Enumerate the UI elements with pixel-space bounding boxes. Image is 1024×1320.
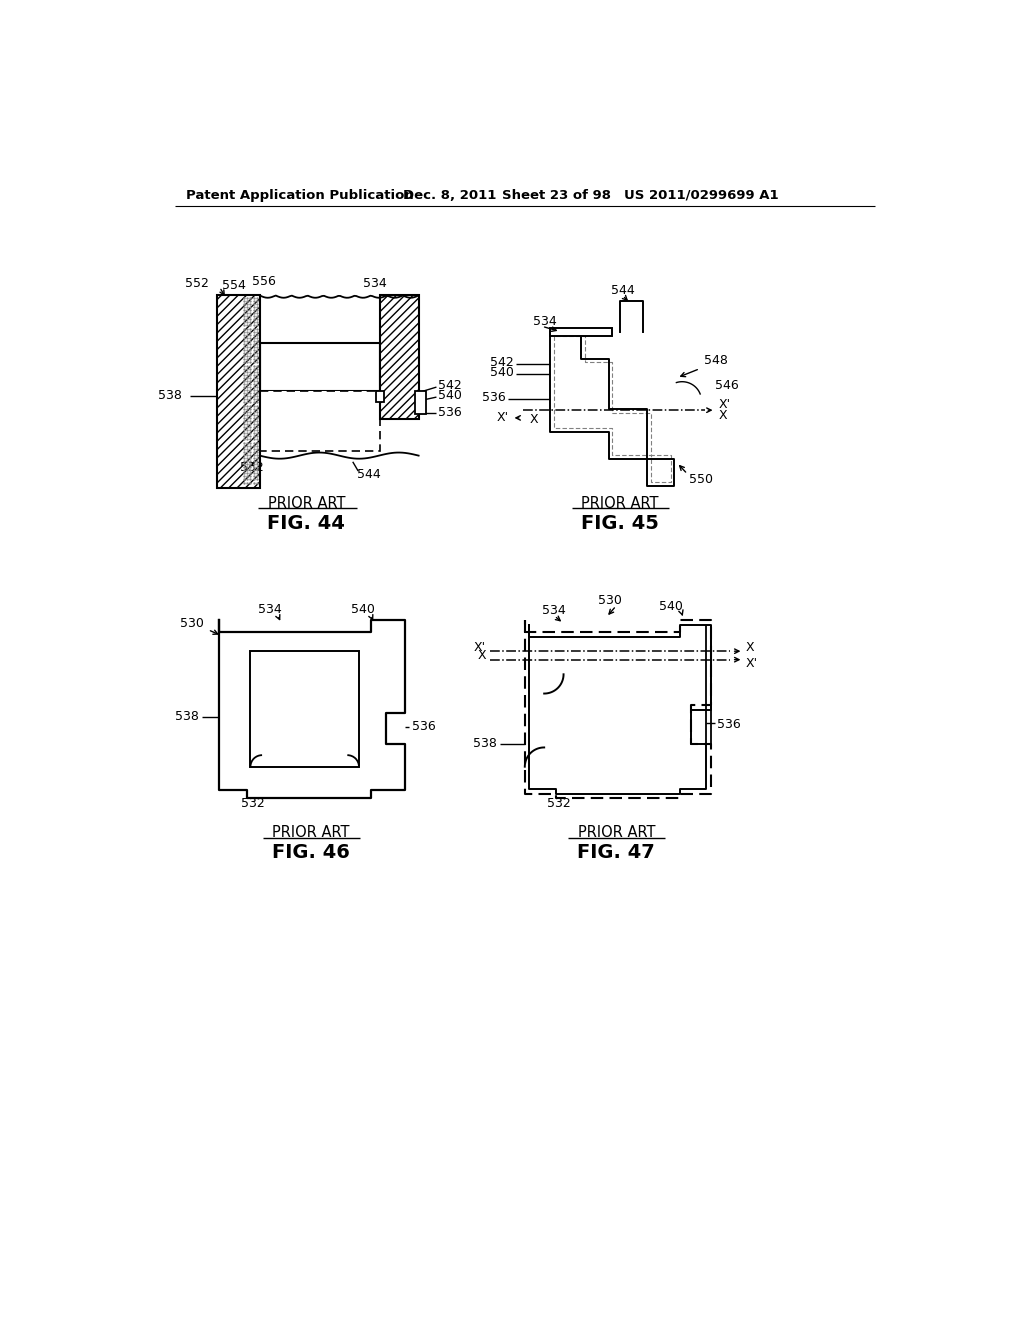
Text: PRIOR ART: PRIOR ART: [267, 496, 345, 511]
Bar: [217, 296, 260, 488]
Text: 532: 532: [241, 462, 264, 474]
Text: 534: 534: [542, 603, 565, 616]
Text: 534: 534: [258, 603, 282, 616]
Text: X': X': [474, 640, 486, 653]
Text: X': X': [497, 412, 509, 425]
Text: 556: 556: [252, 275, 275, 288]
Text: Dec. 8, 2011: Dec. 8, 2011: [403, 189, 497, 202]
Bar: [251, 651, 359, 767]
Bar: [260, 391, 380, 451]
Text: Patent Application Publication: Patent Application Publication: [186, 189, 414, 202]
Text: 538: 538: [175, 710, 200, 723]
Text: X: X: [477, 649, 486, 663]
Text: 542: 542: [490, 356, 514, 370]
Text: 536: 536: [412, 721, 435, 733]
Text: PRIOR ART: PRIOR ART: [582, 496, 658, 511]
Text: PRIOR ART: PRIOR ART: [272, 825, 349, 841]
Text: 532: 532: [241, 797, 265, 810]
Bar: [380, 296, 419, 418]
Text: 540: 540: [438, 389, 462, 403]
Text: PRIOR ART: PRIOR ART: [578, 825, 655, 841]
Text: US 2011/0299699 A1: US 2011/0299699 A1: [624, 189, 778, 202]
Text: X: X: [719, 409, 727, 422]
Text: X: X: [745, 640, 755, 653]
Text: 532: 532: [547, 797, 570, 810]
Text: X': X': [745, 657, 758, 671]
Text: 552: 552: [184, 277, 209, 289]
Text: 536: 536: [438, 407, 462, 418]
Text: 540: 540: [490, 366, 514, 379]
Text: FIG. 45: FIG. 45: [582, 513, 659, 533]
Text: 530: 530: [180, 616, 204, 630]
Text: 534: 534: [362, 277, 386, 289]
Text: 554: 554: [222, 279, 246, 292]
Text: X: X: [529, 413, 538, 426]
Text: 544: 544: [611, 284, 635, 297]
Text: 536: 536: [717, 718, 740, 731]
Bar: [376, 391, 384, 401]
Text: FIG. 46: FIG. 46: [272, 843, 350, 862]
Text: 550: 550: [689, 473, 713, 486]
Text: FIG. 44: FIG. 44: [267, 513, 345, 533]
Text: 548: 548: [703, 354, 728, 367]
Text: 538: 538: [473, 737, 497, 750]
Bar: [550, 327, 612, 335]
Text: 542: 542: [438, 379, 462, 392]
Text: 540: 540: [658, 601, 682, 612]
Text: FIG. 47: FIG. 47: [578, 843, 655, 862]
Text: 538: 538: [159, 389, 182, 403]
Bar: [260, 343, 380, 391]
Text: 536: 536: [482, 391, 506, 404]
Text: 530: 530: [598, 594, 622, 607]
Text: 544: 544: [356, 467, 380, 480]
Text: X': X': [719, 397, 731, 411]
Bar: [415, 391, 426, 414]
Text: 540: 540: [351, 603, 375, 616]
Text: Sheet 23 of 98: Sheet 23 of 98: [503, 189, 611, 202]
Text: 546: 546: [715, 379, 738, 392]
Text: 534: 534: [532, 315, 556, 329]
